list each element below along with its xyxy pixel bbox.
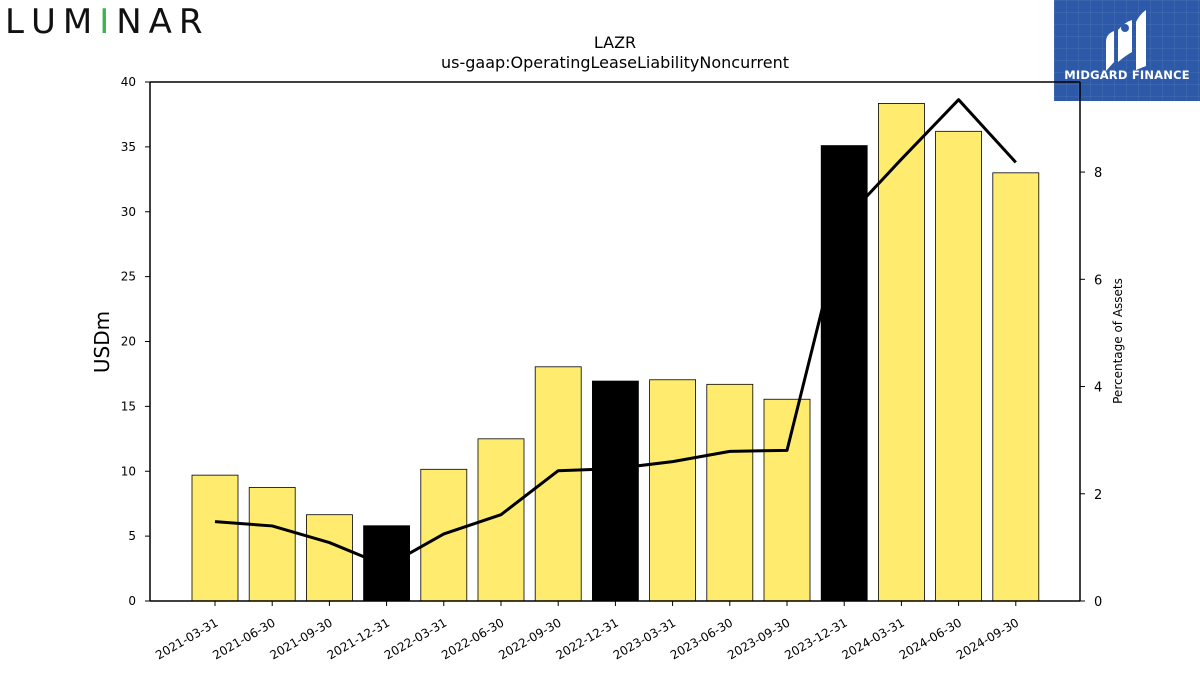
x-tick-label: 2024-09-30 xyxy=(954,615,1021,662)
y-tick-label-left: 30 xyxy=(121,205,136,219)
x-tick-label: 2022-09-30 xyxy=(496,615,563,662)
x-tick-label: 2023-03-31 xyxy=(611,615,678,662)
y-tick-label-right: 0 xyxy=(1094,595,1102,610)
bar xyxy=(993,173,1039,601)
y-tick-label-left: 20 xyxy=(121,335,136,349)
bar xyxy=(306,515,352,601)
x-tick-label: 2024-06-30 xyxy=(897,615,964,662)
y-tick-label-left: 35 xyxy=(121,140,136,154)
y-tick-label-left: 5 xyxy=(128,529,136,543)
x-tick-label: 2023-09-30 xyxy=(725,615,792,662)
y-axis-label-right: Percentage of Assets xyxy=(1111,278,1125,404)
bar xyxy=(821,146,867,601)
bar xyxy=(707,384,753,601)
y-tick-label-right: 4 xyxy=(1094,381,1102,396)
x-tick-label: 2021-03-31 xyxy=(153,615,220,662)
bar xyxy=(364,526,410,601)
bar-series xyxy=(192,103,1039,601)
chart-page: LUMINAR MIDGARD FINANCE 0 5 10 15 20 25 30 35 40… xyxy=(0,0,1200,675)
bar xyxy=(764,399,810,601)
x-tick-label: 2022-06-30 xyxy=(439,615,506,662)
x-tick-label: 2024-03-31 xyxy=(839,615,906,662)
bar xyxy=(192,475,238,601)
y-tick-label-left: 25 xyxy=(121,270,136,284)
x-tick-label: 2021-06-30 xyxy=(210,615,277,662)
x-tick-label: 2023-06-30 xyxy=(668,615,735,662)
x-tick-label: 2022-03-31 xyxy=(382,615,449,662)
y-tick-label-right: 8 xyxy=(1094,166,1102,181)
y-tick-label-left: 40 xyxy=(121,75,136,89)
bar xyxy=(650,380,696,601)
chart-subtitle: us-gaap:OperatingLeaseLiabilityNoncurren… xyxy=(441,53,789,72)
bar xyxy=(249,487,295,601)
y-axis-label-left: USDm xyxy=(90,311,114,373)
bar xyxy=(592,381,638,601)
y-tick-label-left: 0 xyxy=(128,594,136,608)
y-tick-label-right: 6 xyxy=(1094,273,1102,288)
chart-title: LAZR xyxy=(594,33,636,52)
x-tick-label: 2021-09-30 xyxy=(267,615,334,662)
x-tick-label: 2023-12-31 xyxy=(782,615,849,662)
y-tick-label-right: 2 xyxy=(1094,488,1102,503)
x-tick-label: 2021-12-31 xyxy=(325,615,392,662)
y-tick-label-left: 10 xyxy=(121,464,136,478)
y-tick-label-left: 15 xyxy=(121,399,136,413)
combo-chart: 0 5 10 15 20 25 30 35 40 0 2 4 6 8 2021-03-312021-06-3… xyxy=(0,0,1200,675)
x-tick-label: 2022-12-31 xyxy=(553,615,620,662)
bar xyxy=(936,131,982,601)
